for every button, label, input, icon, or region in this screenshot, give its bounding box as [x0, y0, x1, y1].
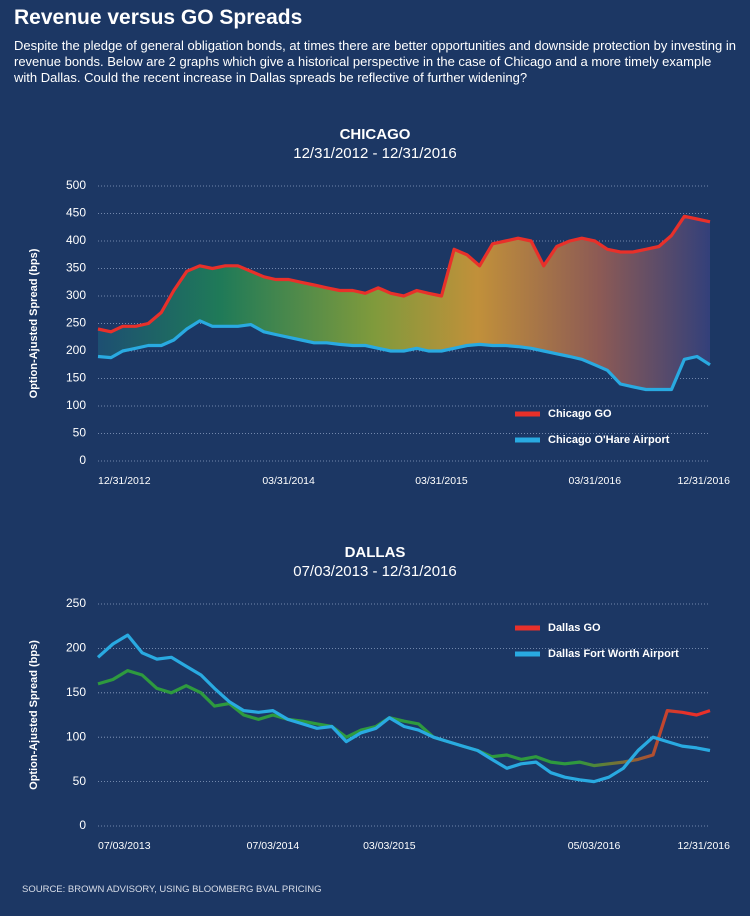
x-tick-label: 12/31/2016 [677, 475, 730, 487]
source-note: SOURCE: BROWN ADVISORY, USING BLOOMBERG … [22, 884, 322, 895]
y-tick-label: 150 [66, 371, 86, 385]
page-title: Revenue versus GO Spreads [14, 6, 303, 29]
x-tick-label: 12/31/2012 [98, 475, 151, 487]
x-tick-label: 03/31/2014 [262, 475, 315, 487]
y-tick-label: 250 [66, 596, 86, 610]
x-tick-label: 07/03/2014 [247, 840, 300, 852]
legend-label: Chicago O'Hare Airport [548, 434, 670, 446]
y-tick-label: 0 [79, 453, 86, 467]
y-tick-label: 300 [66, 288, 86, 302]
spread-fill [98, 216, 710, 390]
y-tick-label: 200 [66, 641, 86, 655]
x-tick-label: 03/31/2016 [569, 475, 622, 487]
y-tick-label: 200 [66, 343, 86, 357]
y-tick-label: 150 [66, 685, 86, 699]
y-tick-label: 50 [73, 774, 87, 788]
series-line [97, 214, 711, 334]
legend-label: Dallas GO [548, 622, 601, 634]
series-line [97, 319, 711, 392]
y-tick-label: 450 [66, 206, 86, 220]
x-tick-label: 07/03/2013 [98, 840, 151, 852]
x-tick-label: 03/31/2015 [415, 475, 468, 487]
y-axis-label: Option-Ajusted Spread (bps) [28, 640, 40, 790]
chart-title: DALLAS [345, 544, 406, 561]
page-description: Despite the pledge of general obligation… [14, 38, 736, 85]
legend-label: Dallas Fort Worth Airport [548, 648, 679, 660]
chart-subtitle: 07/03/2013 - 12/31/2016 [293, 563, 456, 580]
x-tick-label: 03/03/2015 [363, 840, 416, 852]
y-tick-label: 350 [66, 261, 86, 275]
y-tick-label: 100 [66, 398, 86, 412]
x-tick-label: 12/31/2016 [677, 840, 730, 852]
y-tick-label: 500 [66, 178, 86, 192]
y-tick-label: 100 [66, 729, 86, 743]
y-tick-label: 400 [66, 233, 86, 247]
legend-label: Chicago GO [548, 408, 612, 420]
chart-title: CHICAGO [340, 126, 411, 143]
y-tick-label: 0 [79, 818, 86, 832]
chart-subtitle: 12/31/2012 - 12/31/2016 [293, 145, 456, 162]
y-axis-label: Option-Ajusted Spread (bps) [28, 248, 40, 398]
x-tick-label: 05/03/2016 [568, 840, 621, 852]
series-line [97, 669, 711, 768]
series-line [96, 633, 711, 784]
y-tick-label: 250 [66, 316, 86, 330]
y-tick-label: 50 [73, 426, 87, 440]
